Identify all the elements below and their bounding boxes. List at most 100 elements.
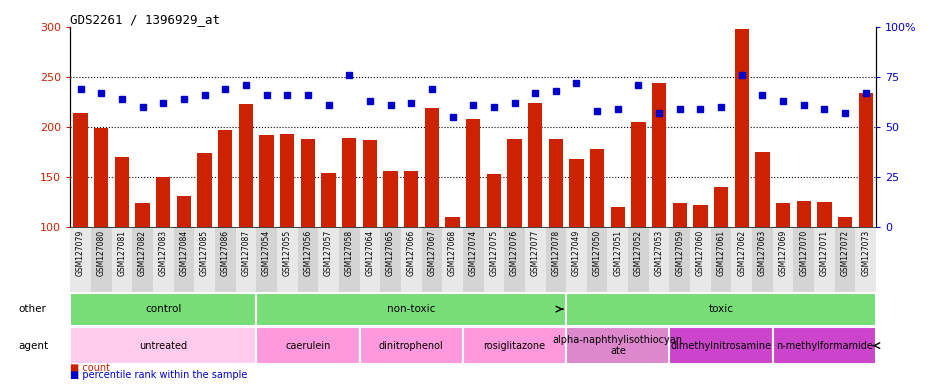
Bar [586,227,607,292]
Text: toxic: toxic [708,304,733,314]
Bar [462,327,565,364]
Bar [855,227,875,292]
Bar [197,153,212,326]
Bar [565,327,668,364]
Bar [239,104,253,326]
Bar [318,227,339,292]
Bar [668,227,690,292]
Bar [462,227,483,292]
Text: n-methylformamide: n-methylformamide [775,341,872,351]
Bar [91,227,111,292]
Bar [70,327,256,364]
Bar [693,205,707,326]
Bar [548,139,563,326]
Bar [445,217,460,326]
Bar [754,152,768,326]
Text: caerulein: caerulein [285,341,330,351]
Bar [483,227,504,292]
Bar [837,217,852,326]
Text: GSM127049: GSM127049 [571,230,580,276]
Bar [734,29,748,326]
Bar [277,227,298,292]
Text: ■ count: ■ count [70,363,110,373]
Bar [362,140,376,326]
Bar [111,227,132,292]
Bar [710,227,731,292]
Bar [153,227,173,292]
Bar [173,227,194,292]
Bar [796,200,811,326]
Text: rosiglitazone: rosiglitazone [483,341,545,351]
Bar [339,227,359,292]
Bar [256,327,359,364]
Bar [668,327,772,364]
Text: GSM127052: GSM127052 [634,230,642,276]
Bar [421,227,442,292]
Bar [235,227,256,292]
Bar [214,227,235,292]
Bar [651,83,665,326]
Text: GSM127087: GSM127087 [241,230,250,276]
Text: GSM127059: GSM127059 [675,230,683,276]
Bar [114,157,129,326]
Bar [772,327,875,364]
Bar [504,227,524,292]
Bar [359,227,380,292]
Text: control: control [145,304,182,314]
Text: GSM127071: GSM127071 [819,230,828,276]
Bar [401,227,421,292]
Text: GSM127067: GSM127067 [427,230,436,276]
Text: other: other [19,304,47,314]
Bar [259,135,273,326]
Text: GSM127076: GSM127076 [509,230,519,276]
Bar [631,122,645,326]
Bar [772,227,793,292]
Bar [752,227,772,292]
Bar [793,227,813,292]
Text: GSM127084: GSM127084 [179,230,188,276]
Bar [298,227,318,292]
Text: GSM127079: GSM127079 [76,230,85,276]
Bar [218,130,232,326]
Bar [342,138,356,326]
Text: GSM127083: GSM127083 [158,230,168,276]
Bar [610,207,624,326]
Bar [300,139,314,326]
Bar [359,327,462,364]
Text: GSM127080: GSM127080 [96,230,106,276]
Bar [672,203,686,326]
Text: GSM127070: GSM127070 [798,230,808,276]
Bar [70,293,256,326]
Text: GSM127069: GSM127069 [778,230,787,276]
Bar [527,103,542,326]
Bar [380,227,401,292]
Bar [857,93,872,326]
Bar [569,159,583,326]
Bar [321,173,335,326]
Bar [627,227,648,292]
Bar [565,227,586,292]
Text: GSM127055: GSM127055 [283,230,291,276]
Text: GSM127064: GSM127064 [365,230,374,276]
Bar [256,227,277,292]
Text: alpha-naphthylisothiocyan
ate: alpha-naphthylisothiocyan ate [552,335,682,356]
Text: GSM127058: GSM127058 [344,230,353,276]
Bar [816,202,831,326]
Bar [607,227,627,292]
Text: untreated: untreated [139,341,187,351]
Text: dinitrophenol: dinitrophenol [378,341,443,351]
Bar [713,187,727,326]
Text: GSM127078: GSM127078 [550,230,560,276]
Bar [590,149,604,326]
Text: GSM127073: GSM127073 [860,230,870,276]
Text: GSM127056: GSM127056 [303,230,312,276]
Bar [132,227,153,292]
Bar [486,174,501,326]
Bar [73,113,88,326]
Text: GSM127068: GSM127068 [447,230,457,276]
Bar [94,128,109,326]
Bar [383,170,398,326]
Text: GSM127081: GSM127081 [117,230,126,276]
Bar [442,227,462,292]
Text: GSM127053: GSM127053 [654,230,663,276]
